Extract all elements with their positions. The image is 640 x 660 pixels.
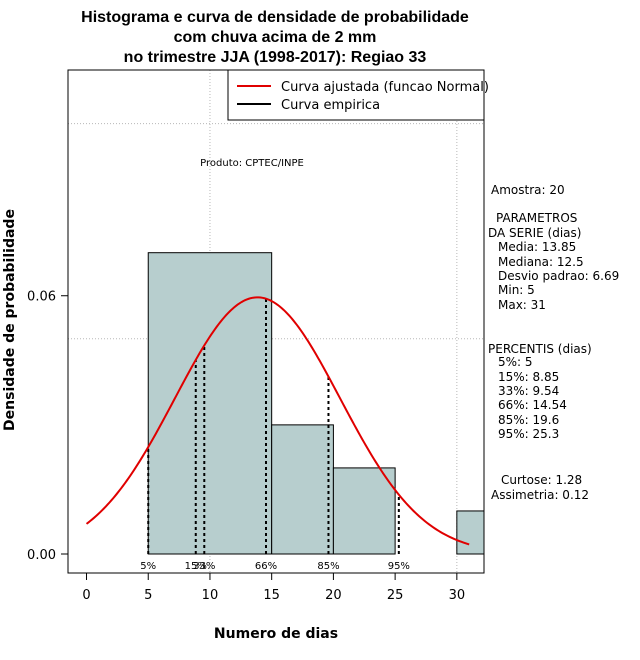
x-tick-label-3: 15 bbox=[263, 588, 280, 603]
histogram-bar-1 bbox=[271, 424, 334, 555]
x-tick-label-2: 10 bbox=[202, 588, 219, 603]
stat-min: Min: 5 bbox=[498, 283, 535, 297]
y-tick-label-0: 0.00 bbox=[27, 548, 56, 563]
percentile-label-1: 15% bbox=[185, 561, 207, 572]
percentile-label-3: 66% bbox=[255, 561, 277, 572]
x-tick-label-1: 5 bbox=[144, 588, 152, 603]
percentile-label-5: 95% bbox=[388, 561, 410, 572]
chart-title-line-3: no trimestre JJA (1998-2017): Regiao 33 bbox=[124, 49, 427, 66]
percentis-title: PERCENTIS (dias) bbox=[488, 342, 592, 356]
x-tick-label-6: 30 bbox=[449, 588, 466, 603]
axes: 0 5 10 15 20 25 30 0.00 0.06 bbox=[27, 290, 465, 603]
stat-p85: 85%: 19.6 bbox=[498, 413, 559, 427]
chart-title-line-1: Histograma e curva de densidade de proba… bbox=[81, 9, 469, 26]
producer-label: Produto: CPTEC/INPE bbox=[200, 158, 304, 169]
x-tick-label-5: 25 bbox=[387, 588, 404, 603]
stat-curtose: Curtose: 1.28 bbox=[501, 473, 582, 487]
legend-box bbox=[227, 69, 485, 121]
stat-mediana: Mediana: 12.5 bbox=[498, 255, 584, 269]
chart-title-line-2: com chuva acima de 2 mm bbox=[174, 29, 377, 46]
stat-max: Max: 31 bbox=[498, 298, 546, 312]
stat-media: Media: 13.85 bbox=[498, 240, 576, 254]
stat-p66: 66%: 14.54 bbox=[498, 398, 567, 412]
histogram-bar-3 bbox=[456, 510, 485, 555]
params-title-2: DA SERIE (dias) bbox=[488, 226, 581, 240]
histogram-bar-0 bbox=[147, 252, 273, 555]
y-tick-label-1: 0.06 bbox=[27, 290, 56, 305]
stat-p15: 15%: 8.85 bbox=[498, 370, 559, 384]
x-axis-title: Numero de dias bbox=[214, 626, 338, 642]
percentile-label-2: 33% bbox=[193, 561, 215, 572]
legend: Curva ajustada (funcao Normal) Curva emp… bbox=[227, 69, 489, 121]
legend-label-fit: Curva ajustada (funcao Normal) bbox=[281, 80, 489, 95]
y-axis-title: Densidade de probabilidade bbox=[2, 209, 18, 431]
stat-p5: 5%: 5 bbox=[498, 355, 533, 369]
stat-p95: 95%: 25.3 bbox=[498, 427, 559, 441]
stat-p33: 33%: 9.54 bbox=[498, 384, 559, 398]
percentile-lines: 5% 15%33% 66% 85% 95% bbox=[140, 298, 410, 572]
x-tick-label-4: 20 bbox=[325, 588, 342, 603]
percentile-label-0: 5% bbox=[140, 561, 156, 572]
grid-lines bbox=[68, 70, 484, 573]
percentile-label-4: 85% bbox=[317, 561, 339, 572]
legend-label-empirical: Curva empirica bbox=[281, 98, 380, 113]
histogram-bars bbox=[147, 252, 485, 555]
stat-sample: Amostra: 20 bbox=[491, 183, 565, 197]
stat-desvio: Desvio padrao: 6.69 bbox=[498, 269, 619, 283]
params-title-1: PARAMETROS bbox=[496, 211, 577, 225]
normal-curve-path bbox=[85, 296, 470, 546]
stat-assimetria: Assimetria: 0.12 bbox=[491, 488, 589, 502]
stats-panel: Amostra: 20 PARAMETROS DA SERIE (dias) M… bbox=[488, 183, 619, 502]
x-tick-label-0: 0 bbox=[82, 588, 90, 603]
histogram-bar-2 bbox=[332, 467, 396, 555]
normal-fit-curve bbox=[85, 296, 470, 546]
